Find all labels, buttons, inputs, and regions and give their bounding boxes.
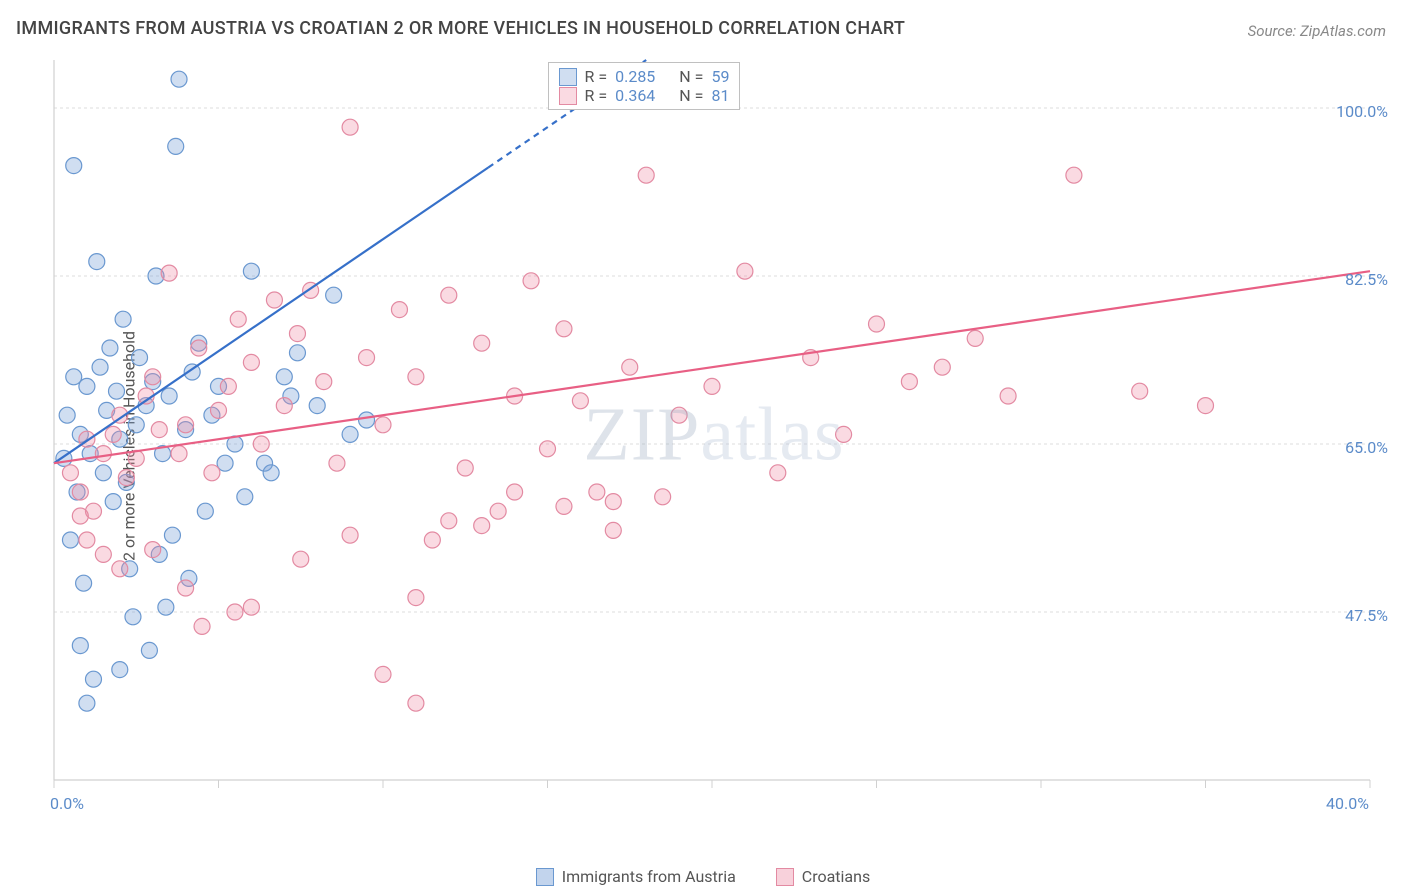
legend-n-value: 59 — [711, 67, 729, 86]
series-legend: Immigrants from Austria Croatians — [0, 867, 1406, 886]
legend-series-label: Immigrants from Austria — [562, 867, 736, 886]
scatter-plot — [44, 50, 1384, 820]
legend-row: R = 0.364 N = 81 — [559, 86, 730, 105]
legend-n-label: N = — [679, 67, 703, 86]
legend-swatch — [536, 868, 554, 886]
legend-series-item: Croatians — [776, 867, 870, 886]
legend-r-label: R = — [585, 86, 608, 105]
legend-series-label: Croatians — [802, 867, 870, 886]
chart-area: ZIPatlas R =0.285N =59R =0.364N =81 — [44, 50, 1384, 820]
y-gridline-label: 100.0% — [1336, 102, 1388, 121]
legend-swatch — [559, 68, 577, 86]
legend-series-item: Immigrants from Austria — [536, 867, 736, 886]
source-attribution: Source: ZipAtlas.com — [1248, 22, 1386, 40]
x-axis-tick-label: 0.0% — [50, 794, 84, 813]
legend-swatch — [559, 87, 577, 105]
y-gridline-label: 47.5% — [1345, 606, 1388, 625]
legend-n-value: 81 — [711, 86, 729, 105]
legend-n-label: N = — [679, 86, 703, 105]
legend-row: R = 0.285 N = 59 — [559, 67, 730, 86]
legend-r-value: 0.364 — [615, 86, 655, 105]
y-gridline-label: 82.5% — [1345, 270, 1388, 289]
y-gridline-label: 65.0% — [1345, 438, 1388, 457]
legend-r-value: 0.285 — [615, 67, 655, 86]
legend-r-label: R = — [585, 67, 608, 86]
x-axis-tick-label: 40.0% — [1326, 794, 1369, 813]
chart-title: IMMIGRANTS FROM AUSTRIA VS CROATIAN 2 OR… — [16, 18, 905, 39]
correlation-legend: R = 0.285 N = 59 R = 0.364 N = 81 — [548, 62, 741, 110]
legend-swatch — [776, 868, 794, 886]
